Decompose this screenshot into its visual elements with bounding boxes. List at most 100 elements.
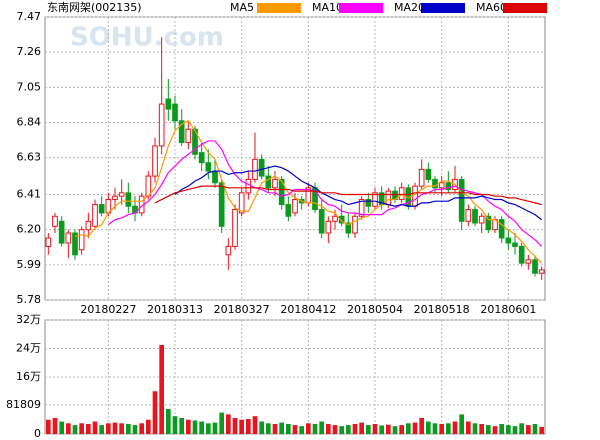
- candle-body: [172, 103, 178, 122]
- volume-bar: [346, 425, 351, 434]
- legend-label: MA20: [394, 1, 425, 14]
- volume-bar: [79, 423, 84, 434]
- volume-bar: [286, 424, 291, 434]
- candle-body: [345, 222, 352, 234]
- volume-bar: [492, 426, 498, 434]
- volume-bar: [526, 425, 531, 434]
- candle-body: [285, 204, 292, 217]
- ma-line: [154, 185, 542, 206]
- candle-body: [158, 103, 165, 147]
- volume-bar: [412, 422, 418, 434]
- volume-bar: [226, 414, 231, 434]
- volume-bar: [159, 344, 164, 434]
- x-tick-label: 20180601: [480, 303, 536, 316]
- x-tick-label: 20180504: [347, 303, 403, 316]
- volume-bar: [206, 423, 211, 434]
- volume-bar: [499, 424, 504, 434]
- candle-body: [338, 215, 345, 224]
- volume-bar: [392, 426, 398, 434]
- candle-body: [58, 220, 65, 244]
- ma-line: [107, 140, 543, 247]
- ma-line: [174, 165, 543, 221]
- volume-bar: [439, 424, 444, 434]
- volume-bar: [466, 421, 471, 434]
- ma-line: [74, 120, 543, 264]
- legend-swatch: [421, 3, 465, 13]
- x-tick-label: 20180518: [414, 303, 470, 316]
- volume-bar: [372, 424, 378, 434]
- candle-body: [125, 192, 132, 207]
- volume-bar: [359, 422, 364, 434]
- volume-bar: [292, 425, 298, 434]
- candle-body: [272, 178, 278, 189]
- volume-bar: [379, 425, 384, 434]
- y-tick-label: 7.26: [17, 45, 42, 58]
- candle-body: [165, 98, 172, 110]
- legend-swatch: [339, 3, 383, 13]
- candle-body: [505, 237, 512, 244]
- y-tick-label: 5.99: [17, 258, 42, 271]
- candle-body: [485, 215, 492, 231]
- y-tick-label: 7.05: [17, 80, 42, 93]
- legend-label: MA60: [476, 1, 507, 14]
- volume-bar: [72, 425, 78, 434]
- volume-bar: [352, 424, 358, 434]
- candle-body: [198, 152, 205, 164]
- volume-bar: [106, 423, 111, 434]
- candle-body: [85, 220, 92, 231]
- volume-bar: [306, 423, 311, 434]
- candle-body: [225, 245, 232, 256]
- volume-tick-label: 16万: [16, 370, 41, 383]
- volume-bar: [192, 420, 198, 434]
- volume-bar: [272, 424, 278, 434]
- volume-bar: [266, 423, 271, 434]
- x-tick-label: 20180327: [214, 303, 270, 316]
- volume-bar: [486, 425, 491, 434]
- candle-body: [98, 204, 105, 214]
- y-tick-label: 6.84: [17, 115, 42, 128]
- candle-body: [238, 192, 245, 214]
- volume-bar: [92, 421, 98, 434]
- volume-bar: [86, 424, 91, 434]
- legend-label: MA10: [312, 1, 343, 14]
- candle-body: [332, 215, 338, 222]
- candle-body: [525, 259, 532, 264]
- volume-bar: [139, 423, 144, 434]
- candle-body: [512, 242, 518, 247]
- volume-bar: [299, 426, 304, 434]
- candle-body: [365, 199, 372, 207]
- volume-bar: [519, 423, 524, 434]
- candle-body: [325, 220, 332, 234]
- candle-body: [218, 182, 225, 227]
- candle-body: [258, 158, 265, 177]
- volume-bar: [419, 417, 424, 434]
- candle-body: [478, 215, 485, 224]
- candle-body: [465, 209, 472, 222]
- x-tick-label: 20180412: [280, 303, 336, 316]
- y-tick-label: 5.78: [17, 293, 42, 306]
- x-tick-label: 20180227: [80, 303, 136, 316]
- volume-bar: [132, 425, 138, 434]
- volume-tick-label: 0: [34, 427, 41, 440]
- candle-body: [192, 128, 198, 155]
- volume-bar: [532, 424, 538, 434]
- volume-bar: [99, 425, 104, 434]
- candle-body: [398, 187, 405, 201]
- volume-bar: [246, 419, 251, 434]
- candle-body: [538, 269, 545, 274]
- candle-body: [278, 178, 285, 206]
- volume-tick-label: 32万: [16, 313, 41, 326]
- candle-body: [252, 158, 258, 180]
- volume-tick-label: 81809: [6, 398, 41, 411]
- watermark: SOHU.com: [70, 23, 224, 53]
- candle-body: [65, 232, 72, 244]
- volume-bar: [446, 423, 451, 434]
- candle-body: [185, 128, 192, 144]
- y-tick-label: 6.63: [17, 151, 42, 164]
- volume-bar: [186, 419, 191, 434]
- candle-body: [178, 120, 185, 144]
- volume-bar: [219, 412, 224, 434]
- candle-body: [292, 199, 298, 214]
- candle-body: [205, 162, 212, 172]
